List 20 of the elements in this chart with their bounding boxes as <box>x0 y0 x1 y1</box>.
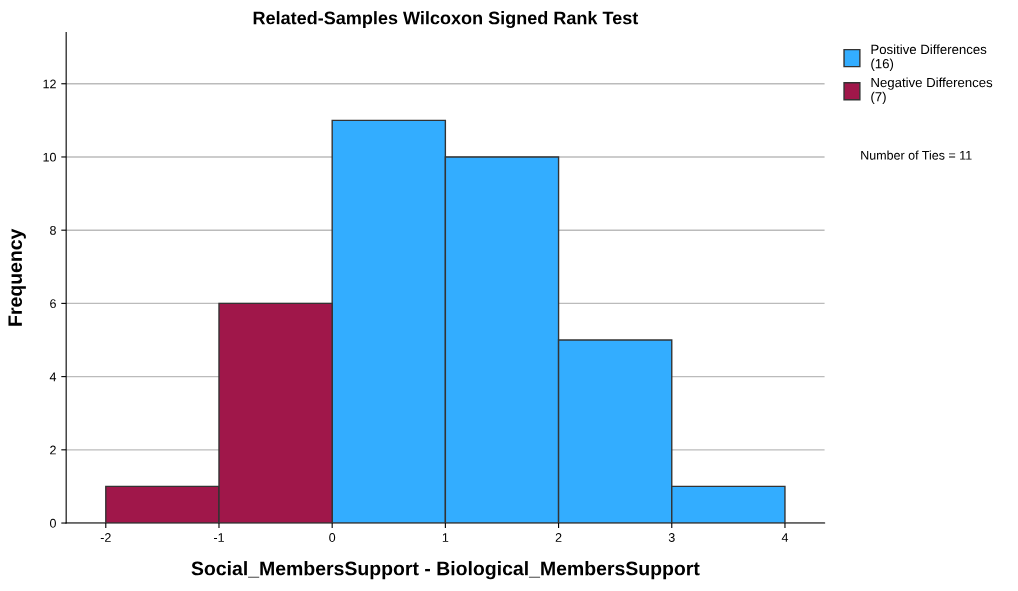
y-tick-label: 2 <box>50 445 56 455</box>
x-tick-label: 0 <box>329 533 336 542</box>
x-tick-label: 4 <box>781 533 789 542</box>
y-tick-label: 6 <box>50 299 56 309</box>
legend-label: Negative Differences (7) <box>871 77 993 104</box>
text: Number of Ties = 11 <box>861 150 972 160</box>
chart-title: Related-Samples Wilcoxon Signed Rank Test <box>253 11 639 28</box>
x-axis-title: Social_MembersSupport - Biological_MembersSupport <box>191 561 700 580</box>
legend-label: Positive Differences (16) <box>871 44 987 71</box>
y-tick-label: 12 <box>43 79 56 89</box>
y-tick-label: 10 <box>43 152 56 162</box>
y-tick-label: 4 <box>49 372 57 382</box>
x-tick-label: 2 <box>555 533 562 542</box>
y-axis-title: Frequency <box>8 228 26 326</box>
x-tick-label: 1 <box>442 533 449 542</box>
x-tick-label: -1 <box>213 533 224 542</box>
y-tick-label: 8 <box>50 225 56 235</box>
x-tick-label: 3 <box>668 533 675 542</box>
y-tick-label: 0 <box>49 518 56 528</box>
x-tick-label: -2 <box>100 533 111 542</box>
